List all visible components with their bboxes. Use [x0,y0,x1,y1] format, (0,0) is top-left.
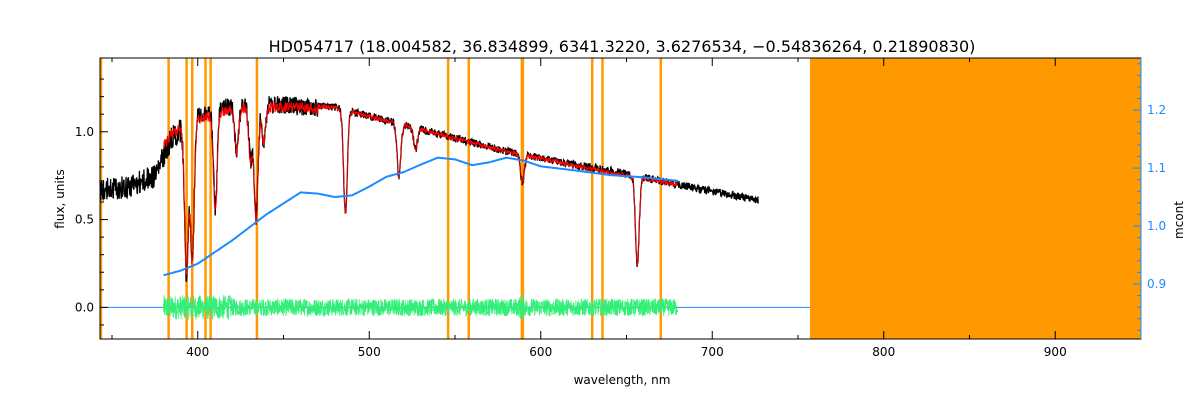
y-tick-label: 0.0 [75,300,94,314]
chart-title: HD054717 (18.004582, 36.834899, 6341.322… [269,37,976,56]
y2-tick-label: 1.1 [1147,161,1166,175]
y-tick-label: 1.0 [75,125,94,139]
x-tick-label: 700 [701,345,724,359]
y-tick-label: 0.5 [75,213,94,227]
y2-axis-label: mcont [1172,201,1186,239]
axes: 400 500 600 700 800 900 0.0 0.5 1.0 0.9 1.0 1.1 1.2 [75,58,1166,359]
y2-tick-label: 1.0 [1147,219,1166,233]
residual-series [163,294,679,320]
x-tick-label: 400 [186,345,209,359]
y2-tick-label: 0.9 [1147,277,1166,291]
continuum-series [163,156,679,277]
x-axis-label: wavelength, nm [574,373,671,387]
x-tick-label: 500 [358,345,381,359]
plot-area [99,58,1141,339]
x-tick-label: 600 [529,345,552,359]
model-series [163,101,679,276]
y2-tick-label: 1.2 [1147,103,1166,117]
x-tick-label: 900 [1044,345,1067,359]
masked-region [810,58,1141,339]
x-tick-label: 800 [872,345,895,359]
y-axis-label: flux, units [53,169,67,228]
